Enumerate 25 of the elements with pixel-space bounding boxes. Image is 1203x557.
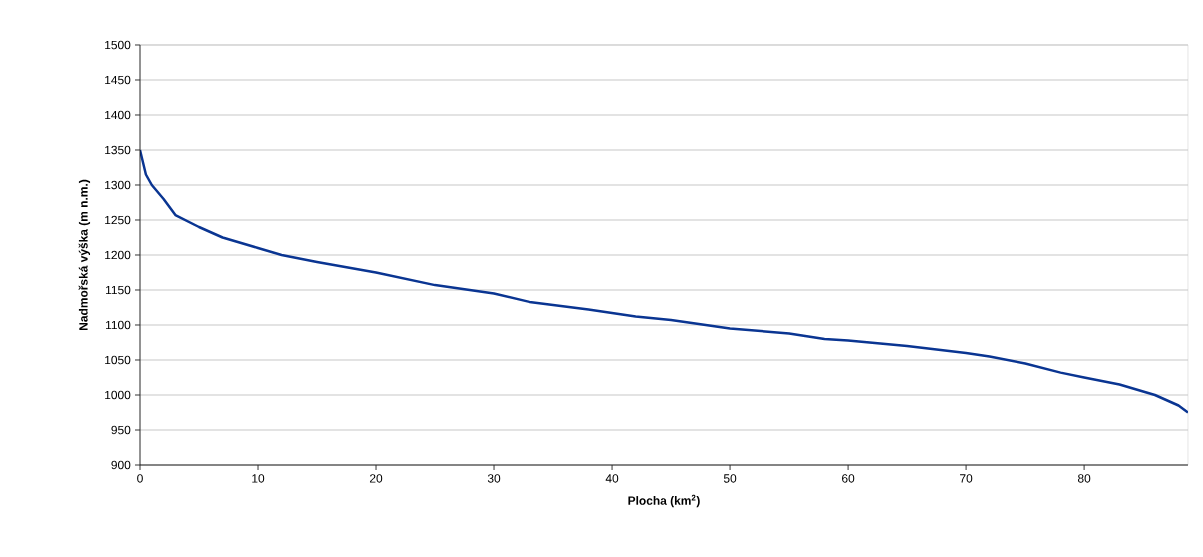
- y-tick-label: 1450: [105, 75, 131, 85]
- y-tick-label: 900: [111, 460, 131, 470]
- y-axis-title: Nadmořská výška (m n.m.): [78, 179, 91, 330]
- y-tick-label: 1050: [105, 355, 131, 365]
- x-tick-label: 70: [960, 474, 973, 483]
- x-tick-label: 10: [252, 474, 265, 483]
- y-tick-label: 1350: [105, 145, 131, 155]
- x-tick-label: 20: [369, 474, 383, 483]
- x-tick-label: 30: [487, 474, 501, 483]
- x-tick-label: 50: [723, 474, 737, 483]
- x-tick-label: 80: [1077, 474, 1091, 483]
- y-tick-label: 1000: [105, 390, 131, 400]
- x-tick-label: 40: [605, 474, 619, 483]
- x-tick-label: 60: [842, 474, 855, 483]
- y-tick-label: 1200: [105, 250, 131, 260]
- y-tick-label: 1100: [106, 320, 131, 330]
- y-tick-label: 1500: [105, 40, 131, 50]
- x-tick-label: 0: [137, 474, 143, 483]
- y-tick-label: 1250: [105, 215, 131, 225]
- y-tick-label: 1300: [105, 180, 131, 190]
- y-tick-label: 1400: [105, 110, 131, 120]
- y-tick-label: 1150: [106, 285, 131, 295]
- y-tick-label: 950: [111, 425, 131, 435]
- line-series: [140, 148, 1188, 414]
- x-axis-title: Plocha (km$^{2}$): [628, 494, 700, 508]
